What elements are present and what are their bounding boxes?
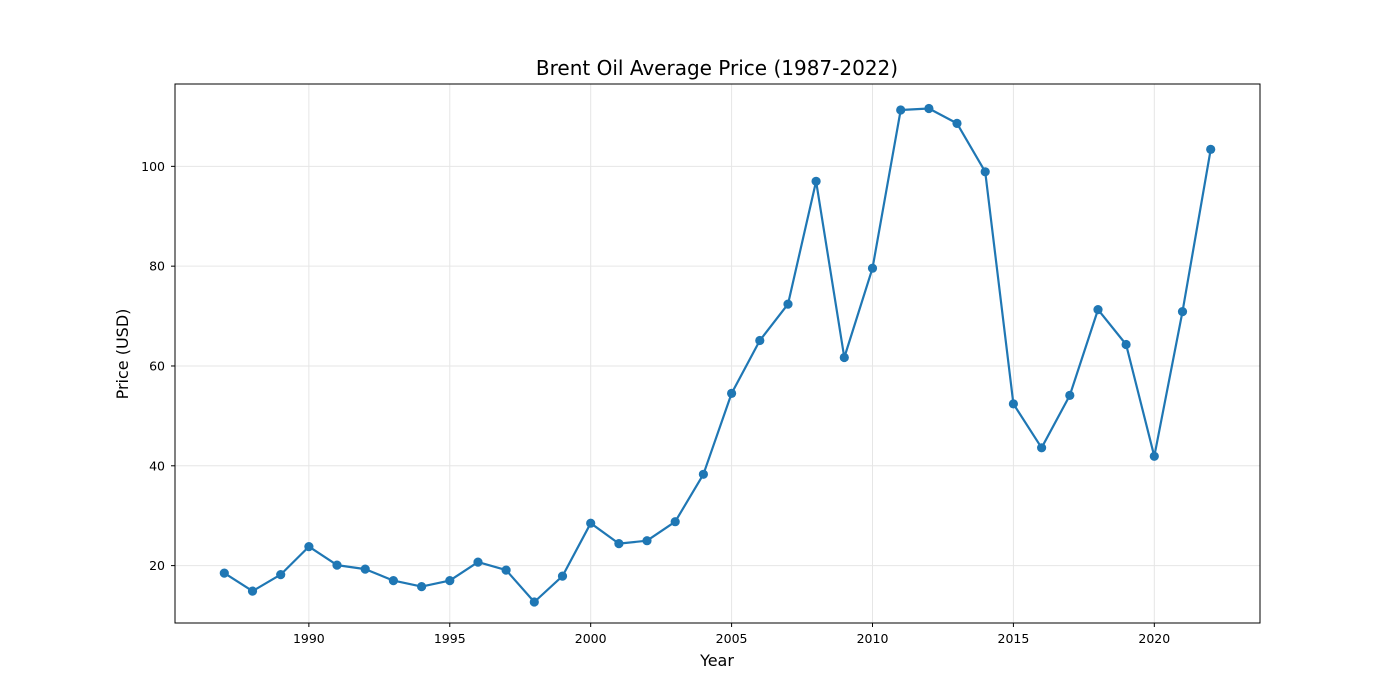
data-point xyxy=(1177,307,1188,317)
data-point xyxy=(1093,305,1103,315)
x-axis-title: Year xyxy=(699,651,734,670)
data-point xyxy=(557,571,568,581)
data-point xyxy=(1149,451,1159,461)
data-point xyxy=(1065,390,1075,400)
data-point xyxy=(445,576,455,586)
x-tick-label: 2015 xyxy=(998,631,1030,646)
data-point xyxy=(783,299,793,309)
data-point xyxy=(501,565,511,575)
y-tick-label: 80 xyxy=(149,259,165,274)
series-layer xyxy=(219,103,1216,607)
x-tick-label: 1995 xyxy=(434,631,466,646)
x-tick-label: 2020 xyxy=(1138,631,1170,646)
data-point xyxy=(698,469,709,479)
data-point xyxy=(1206,144,1216,154)
data-point xyxy=(417,582,427,592)
plot-area xyxy=(174,83,1261,624)
data-point xyxy=(811,176,821,186)
data-point xyxy=(952,118,962,128)
data-point xyxy=(924,103,934,114)
data-point xyxy=(755,335,765,346)
data-point xyxy=(670,517,680,527)
series-line xyxy=(223,107,1212,604)
data-point xyxy=(219,568,229,578)
data-point xyxy=(980,167,990,177)
data-point xyxy=(1121,339,1131,350)
x-tick-label: 2010 xyxy=(857,631,889,646)
data-point xyxy=(529,597,539,607)
y-tick-label: 40 xyxy=(149,458,165,473)
data-point xyxy=(867,263,878,273)
y-tick-label: 20 xyxy=(149,558,165,573)
x-tick-label: 2000 xyxy=(575,631,607,646)
data-point xyxy=(727,388,737,398)
data-point xyxy=(839,352,849,363)
y-tick-label: 100 xyxy=(141,159,165,174)
data-point xyxy=(896,105,906,115)
y-tick-label: 60 xyxy=(149,358,165,373)
grid xyxy=(175,84,1260,623)
data-point xyxy=(247,586,258,596)
data-point xyxy=(1037,443,1047,453)
chart-title: Brent Oil Average Price (1987-2022) xyxy=(536,56,898,80)
data-point xyxy=(304,542,314,552)
data-point xyxy=(614,539,624,549)
data-point xyxy=(473,557,483,567)
y-axis-title: Price (USD) xyxy=(113,309,132,400)
data-point xyxy=(276,570,286,580)
data-point xyxy=(360,564,370,574)
x-tick-label: 1990 xyxy=(293,631,325,646)
x-tick-label: 2005 xyxy=(716,631,748,646)
data-point xyxy=(586,518,596,528)
data-point xyxy=(642,536,652,546)
data-point xyxy=(1008,399,1019,409)
data-point xyxy=(332,560,342,570)
data-point xyxy=(388,576,398,586)
